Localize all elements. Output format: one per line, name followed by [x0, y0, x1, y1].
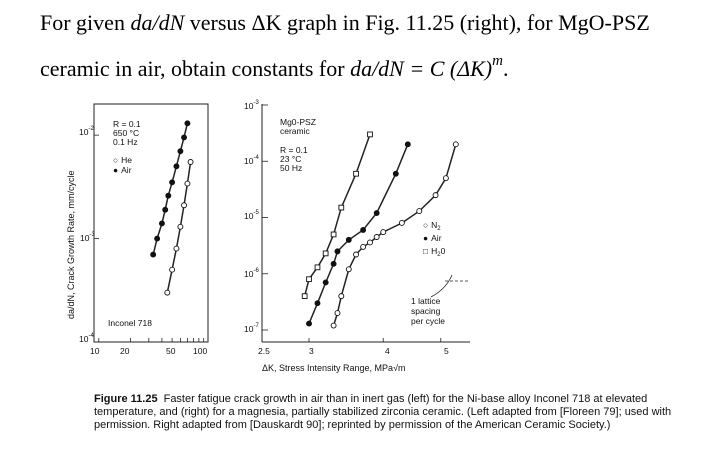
svg-text:10-5: 10-5 — [244, 210, 259, 221]
data-point-air — [334, 248, 341, 255]
svg-text:10-6: 10-6 — [244, 268, 259, 279]
data-point-h20 — [330, 231, 337, 238]
data-point-air — [173, 163, 180, 170]
data-point-he — [169, 266, 176, 273]
left-panel: da/dN, Crack Growth Rate, mm/cycle R = 0… — [66, 103, 209, 356]
svg-text:R = 0.1: R = 0.1 — [113, 119, 141, 129]
data-point-n2 — [416, 208, 423, 215]
data-point-air — [169, 179, 176, 186]
data-point-h20 — [314, 264, 321, 271]
data-point-air — [158, 220, 165, 227]
series-line-air — [308, 144, 409, 324]
data-point-air — [162, 206, 169, 213]
svg-text:10-3: 10-3 — [80, 232, 95, 243]
svg-text:20: 20 — [120, 346, 130, 356]
data-point-n2 — [373, 234, 380, 240]
svg-text:spacing: spacing — [411, 306, 441, 316]
svg-text:0.1 Hz: 0.1 Hz — [113, 137, 138, 147]
svg-text:650 °C: 650 °C — [113, 128, 139, 138]
data-point-air — [184, 120, 191, 127]
svg-text:23 °C: 23 °C — [280, 154, 301, 164]
svg-text:10-2: 10-2 — [79, 126, 94, 137]
data-point-n2 — [442, 175, 449, 182]
question-line-1: For given da/dN versus ΔK graph in Fig. … — [40, 10, 650, 35]
svg-text:100: 100 — [193, 346, 207, 356]
svg-text:50: 50 — [166, 346, 176, 356]
caption-label: Figure 11.25 — [94, 393, 158, 405]
svg-text:50 Hz: 50 Hz — [280, 163, 302, 173]
data-point-n2 — [367, 239, 373, 246]
left-material-label: Inconel 718 — [108, 318, 152, 328]
data-point-he — [187, 159, 194, 165]
data-point-he — [164, 289, 171, 296]
svg-text:○He: ○ He — [113, 155, 132, 165]
data-point-n2 — [330, 322, 337, 329]
svg-text:●Air: ● Air — [423, 233, 442, 243]
series-line-n2 — [332, 144, 457, 326]
svg-text:Mg0-PSZ: Mg0-PSZ — [280, 117, 316, 127]
data-point-air — [165, 192, 172, 199]
svg-text:○N2: ○ N2 — [423, 220, 441, 232]
data-point-h20 — [322, 250, 329, 257]
svg-text:□H20: □ H20 — [423, 246, 446, 258]
question-line-2: ceramic in air, obtain constants for da/… — [40, 53, 509, 81]
data-point-n2 — [334, 310, 341, 317]
figure-caption: Figure 11.25 Faster fatigue crack growth … — [94, 393, 694, 432]
series-line-air — [152, 123, 189, 255]
svg-text:2.5: 2.5 — [258, 346, 270, 356]
data-point-air — [360, 227, 367, 233]
data-point-air — [150, 251, 157, 258]
svg-text:10-7: 10-7 — [244, 323, 259, 334]
svg-text:5: 5 — [444, 346, 449, 356]
data-point-he — [173, 245, 180, 252]
figure-11-25: da/dN, Crack Growth Rate, mm/cycle R = 0… — [66, 100, 470, 373]
data-point-h20 — [353, 170, 359, 177]
data-point-air — [373, 210, 380, 216]
svg-text:●Air: ● Air — [113, 165, 132, 175]
data-point-n2 — [380, 229, 387, 236]
data-point-n2 — [353, 251, 359, 258]
caption-text: Faster fatigue crack growth in air than … — [94, 393, 672, 431]
data-point-n2 — [338, 293, 345, 300]
data-point-h20 — [306, 276, 312, 283]
data-point-air — [322, 279, 329, 286]
series-line-h20 — [303, 134, 371, 297]
data-point-n2 — [398, 220, 405, 226]
data-point-air — [392, 170, 399, 177]
data-point-air — [181, 134, 187, 141]
data-point-air — [404, 141, 411, 148]
left-ylabel: da/dN, Crack Growth Rate, mm/cycle — [66, 170, 76, 319]
data-point-air — [330, 260, 337, 267]
data-point-he — [177, 223, 184, 230]
dadn-term: da/dN — [350, 56, 404, 81]
svg-text:per cycle: per cycle — [411, 316, 445, 326]
data-point-air — [314, 300, 321, 307]
data-point-air — [306, 320, 312, 327]
data-point-n2 — [345, 266, 352, 273]
data-point-h20 — [301, 293, 308, 299]
data-point-he — [181, 202, 187, 209]
svg-text:3: 3 — [309, 346, 314, 356]
shared-xlabel: ΔK, Stress Intensity Range, MPa√m — [262, 363, 406, 373]
data-point-he — [184, 180, 191, 187]
svg-text:10: 10 — [90, 346, 100, 356]
svg-text:4: 4 — [385, 346, 390, 356]
data-point-air — [154, 235, 161, 242]
svg-text:ceramic: ceramic — [280, 126, 311, 136]
lattice-pointer — [430, 274, 453, 298]
svg-text:1 lattice: 1 lattice — [411, 296, 441, 306]
svg-text:R = 0.1: R = 0.1 — [280, 145, 308, 155]
data-point-air — [345, 236, 352, 243]
data-point-n2 — [432, 192, 439, 199]
data-point-h20 — [367, 131, 373, 138]
data-point-h20 — [338, 204, 345, 211]
data-point-air — [177, 148, 184, 155]
svg-text:10-4: 10-4 — [244, 155, 259, 166]
svg-text:10-4: 10-4 — [79, 333, 94, 344]
right-panel: Mg0-PSZ ceramic R = 0.1 23 °C 50 Hz 10-3… — [244, 100, 470, 356]
svg-text:10-3: 10-3 — [244, 100, 259, 111]
data-point-n2 — [360, 243, 367, 250]
dadn-term: da/dN — [130, 10, 185, 35]
data-point-n2 — [452, 141, 459, 148]
